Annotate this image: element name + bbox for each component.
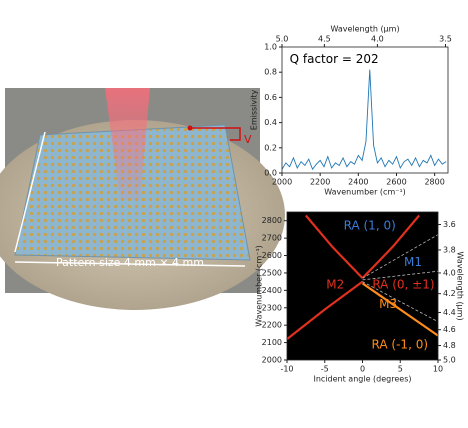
y-tick-label: 2000 [262,356,282,365]
y-tick-label: 1.0 [264,43,277,52]
marker-label: V [244,133,252,146]
x-tick-label: 2400 [348,178,368,187]
annotation: RA (-1, 0) [372,338,428,352]
y-axis-label: Emissivity [250,90,259,131]
series-line [362,270,439,281]
axes-frame [286,211,439,361]
series-line [286,280,364,340]
y-tick-label: 2300 [262,303,282,312]
x2-axis-label: Wavelength (μm) [330,25,399,34]
annotation: M3 [379,297,397,311]
y-tick-label: 0.0 [264,169,277,178]
x-tick-label: -5 [321,365,329,374]
x-tick-label: 2200 [310,178,330,187]
y-tick-label: 2600 [262,251,282,260]
y2-tick-label: 4.6 [443,325,456,334]
y2-tick-label: 4.0 [443,268,456,277]
x2-tick-label: 5.0 [276,35,289,44]
y2-tick-label: 3.8 [443,245,456,254]
annotation: M2 [326,278,344,292]
y-tick-label: 2200 [262,321,282,330]
y-tick-label: 2800 [262,216,282,225]
y-tick-label: 2700 [262,234,282,243]
x-tick-label: 2600 [386,178,406,187]
y2-tick-label: 3.6 [443,220,456,229]
x-tick-label: 2000 [272,178,292,187]
x2-tick-label: 4.0 [371,35,384,44]
photo: V Pattern size 4 mm × 4 mm [0,88,285,310]
x-tick-label: 10 [433,365,443,374]
annotation: RA (1, 0) [344,218,396,232]
annotation: Q factor = 202 [290,52,379,66]
x-tick-label: 2800 [424,178,444,187]
x-tick-label: -10 [280,365,293,374]
series-line [362,281,439,323]
y2-tick-label: 4.4 [443,308,456,317]
series-line [361,214,420,279]
series-line [362,234,439,279]
y-tick-label: 0.8 [264,68,277,77]
y-axis-label: Wavenumber (cm⁻¹) [255,245,264,327]
y2-tick-label: 4.8 [443,341,456,350]
annotation: M1 [404,255,422,269]
y-tick-label: 0.2 [264,143,277,152]
y-tick-label: 2100 [262,338,282,347]
y2-tick-label: 4.2 [443,289,456,298]
y-tick-label: 0.6 [264,93,277,102]
y-tick-label: 2400 [262,286,282,295]
x-axis-label: Wavenumber (cm⁻¹) [324,188,406,197]
y-tick-label: 0.4 [264,118,277,127]
x2-tick-label: 4.5 [318,35,331,44]
x-tick-label: 0 [360,365,365,374]
series-line [305,214,364,279]
series-line [281,69,447,171]
axes-frame [281,46,449,174]
y-tick-label: 2500 [262,268,282,277]
series-line [361,282,439,337]
x-axis-label: Incident angle (degrees) [314,375,412,384]
pattern-label: Pattern size 4 mm × 4 mm [56,256,204,269]
y2-axis-label: Wavelength (μm) [456,251,465,320]
annotation: RA (0, ±1) [372,278,434,292]
y2-tick-label: 5.0 [443,356,456,365]
x2-tick-label: 3.5 [439,35,452,44]
x-tick-label: 5 [398,365,403,374]
plot-background [287,212,438,360]
